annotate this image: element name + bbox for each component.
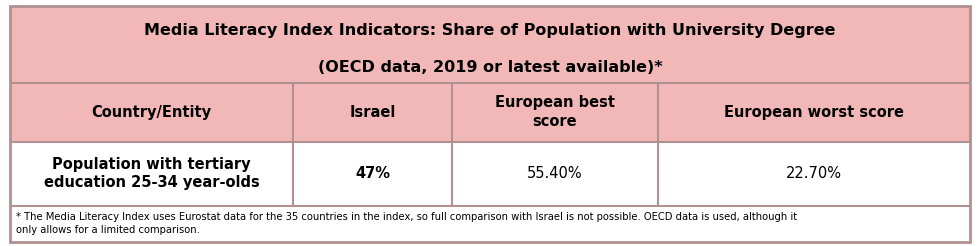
Text: 55.40%: 55.40% xyxy=(527,166,583,181)
Text: European worst score: European worst score xyxy=(724,105,904,120)
Text: European best
score: European best score xyxy=(495,95,614,129)
Text: (OECD data, 2019 or latest available)*: (OECD data, 2019 or latest available)* xyxy=(318,60,662,75)
Text: Media Literacy Index Indicators: Share of Population with University Degree: Media Literacy Index Indicators: Share o… xyxy=(144,23,836,38)
Text: Israel: Israel xyxy=(349,105,396,120)
Text: Population with tertiary
education 25-34 year-olds: Population with tertiary education 25-34… xyxy=(44,157,260,190)
Text: 47%: 47% xyxy=(355,166,390,181)
Text: 22.70%: 22.70% xyxy=(786,166,842,181)
Text: * The Media Literacy Index uses Eurostat data for the 35 countries in the index,: * The Media Literacy Index uses Eurostat… xyxy=(16,212,797,235)
Text: Country/Entity: Country/Entity xyxy=(91,105,212,120)
